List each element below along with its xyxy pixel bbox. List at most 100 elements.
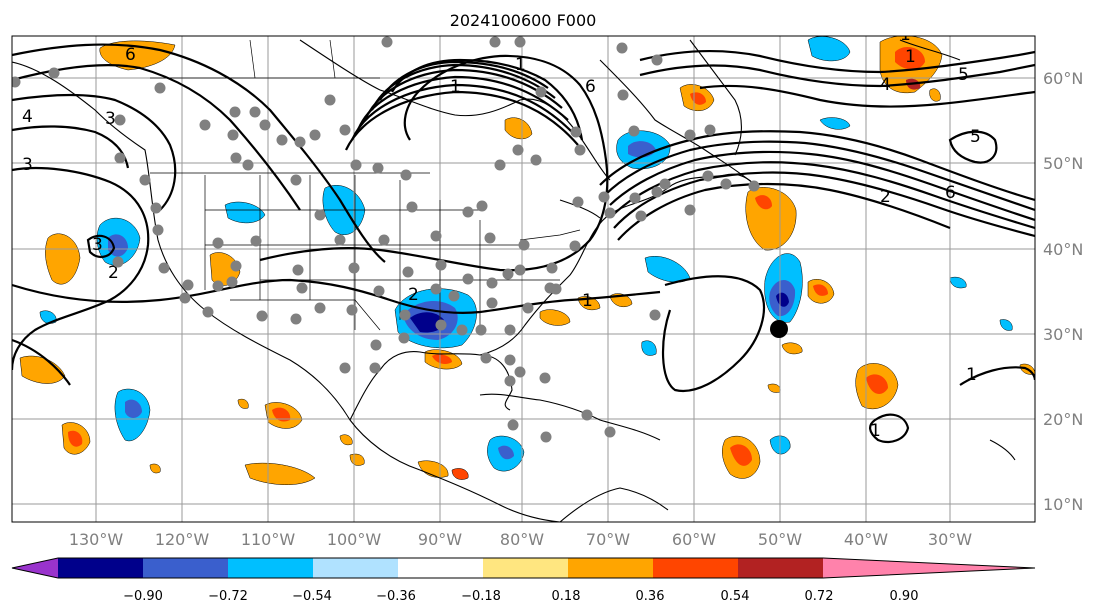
station-marker	[494, 159, 506, 171]
colorbar-tick-label: −0.90	[123, 589, 163, 604]
station-marker	[296, 282, 308, 294]
colorbar-tick-label: −0.18	[461, 589, 501, 604]
station-marker	[514, 264, 526, 276]
contour-label: 6	[125, 45, 136, 65]
colorbar-segment	[58, 558, 143, 578]
contour-label: 3	[92, 235, 103, 255]
station-marker	[292, 264, 304, 276]
contour-label: 5	[970, 127, 981, 147]
latitude-label: 40°N	[1043, 240, 1083, 259]
station-marker	[314, 209, 326, 221]
station-marker	[400, 169, 412, 181]
station-marker	[350, 159, 362, 171]
longitude-label: 60°W	[672, 530, 716, 549]
station-marker	[530, 154, 542, 166]
station-marker	[546, 262, 558, 274]
station-marker	[290, 174, 302, 186]
station-marker	[604, 207, 616, 219]
longitude-label: 110°W	[241, 530, 296, 549]
station-marker	[334, 234, 346, 246]
colorbar-extend-min	[12, 558, 58, 578]
station-marker	[504, 354, 516, 366]
station-marker	[256, 310, 268, 322]
station-marker	[480, 352, 492, 364]
contour-label: 1	[966, 365, 977, 385]
contour-label: 1	[900, 25, 911, 45]
latitude-label: 30°N	[1043, 325, 1083, 344]
station-marker	[139, 174, 151, 186]
latitude-axis: 60°N 50°N 40°N 30°N 20°N 10°N	[1043, 69, 1083, 514]
station-marker	[290, 313, 302, 325]
station-marker	[378, 234, 390, 246]
station-marker	[370, 339, 382, 351]
contour-label: 5	[958, 65, 969, 85]
station-marker	[348, 262, 360, 274]
station-marker	[402, 266, 414, 278]
contour-label: 1	[870, 421, 881, 441]
station-marker	[202, 306, 214, 318]
station-marker	[230, 260, 242, 272]
station-marker	[229, 106, 241, 118]
colorbar-segment	[738, 558, 823, 578]
contour-label: 4	[880, 75, 891, 95]
colorbar-tick-label: −0.54	[292, 589, 332, 604]
station-marker	[182, 279, 194, 291]
station-marker	[702, 170, 714, 182]
storm-center-marker	[770, 320, 788, 338]
shaded-anomaly-field	[19, 36, 1035, 485]
station-marker	[540, 431, 552, 443]
colorbar-tick-labels: −0.90 −0.72 −0.54 −0.36 −0.18 0.18 0.36 …	[123, 589, 918, 604]
station-marker	[381, 36, 393, 48]
colorbar-tick-label: 0.18	[552, 589, 581, 604]
station-marker	[504, 375, 516, 387]
station-marker	[475, 324, 487, 336]
station-marker	[604, 426, 616, 438]
colorbar-segment	[653, 558, 738, 578]
station-marker	[720, 178, 732, 190]
contour-label: 1	[582, 291, 593, 311]
station-marker	[212, 280, 224, 292]
longitude-label: 80°W	[500, 530, 544, 549]
station-marker	[339, 362, 351, 374]
colorbar-segment	[143, 558, 228, 578]
station-marker	[684, 129, 696, 141]
colorbar	[11, 557, 1036, 579]
station-marker	[462, 273, 474, 285]
station-marker	[598, 191, 610, 203]
station-marker	[489, 36, 501, 48]
station-marker	[339, 124, 351, 136]
colorbar-tick-label: 0.36	[636, 589, 665, 604]
map-title: 2024100600 F000	[450, 11, 597, 30]
map-area	[12, 36, 1035, 522]
station-marker	[518, 239, 530, 251]
contour-lines	[12, 43, 1035, 444]
station-marker	[486, 297, 498, 309]
station-marker	[372, 162, 384, 174]
station-marker	[507, 419, 519, 431]
station-marker	[430, 283, 442, 295]
station-marker	[486, 277, 498, 289]
station-marker	[504, 324, 516, 336]
longitude-label: 120°W	[155, 530, 210, 549]
station-marker	[399, 309, 411, 321]
station-marker	[684, 204, 696, 216]
station-marker	[659, 178, 671, 190]
station-markers	[12, 36, 760, 443]
latitude-label: 60°N	[1043, 69, 1083, 88]
colorbar-segment	[313, 558, 398, 578]
contour-label: 2	[880, 187, 891, 207]
station-marker	[617, 89, 629, 101]
station-marker	[462, 206, 474, 218]
longitude-label: 30°W	[928, 530, 972, 549]
station-marker	[514, 36, 526, 48]
colorbar-extend-max	[823, 558, 1035, 578]
station-marker	[398, 332, 410, 344]
station-marker	[649, 309, 661, 321]
station-marker	[227, 129, 239, 141]
station-marker	[226, 276, 238, 288]
station-marker	[250, 235, 262, 247]
station-marker	[112, 256, 124, 268]
station-marker	[539, 372, 551, 384]
station-marker	[629, 192, 641, 204]
station-marker	[581, 409, 593, 421]
